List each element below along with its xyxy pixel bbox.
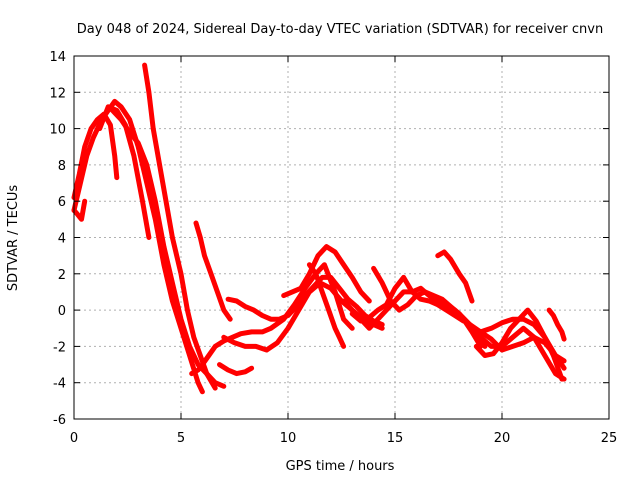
x-tick-label: 20	[494, 431, 511, 446]
series-trace-17	[435, 249, 475, 304]
series-trace-15	[349, 274, 466, 324]
series-trace-2	[71, 111, 120, 201]
y-tick-label: 6	[58, 195, 66, 210]
y-tick-label: 0	[58, 304, 66, 319]
grid-layer	[74, 56, 609, 419]
series-trace-21	[473, 307, 565, 382]
y-tick-label: -4	[53, 377, 66, 392]
x-tick-label: 10	[280, 431, 297, 446]
y-tick-label: 2	[58, 268, 66, 283]
y-tick-label: -6	[53, 413, 66, 428]
y-tick-label: 8	[58, 159, 66, 174]
y-tick-label: 14	[49, 50, 66, 65]
series-trace-6	[142, 62, 218, 391]
series-trace-12	[281, 244, 372, 304]
y-tick-label: 4	[58, 232, 66, 247]
series-trace-10	[225, 274, 385, 328]
series-layer	[71, 62, 567, 395]
series-trace-8	[189, 262, 355, 377]
series-trace-13	[306, 262, 347, 349]
series-trace-22	[546, 307, 567, 342]
y-tick-label: -2	[53, 340, 66, 355]
series-trace-7	[193, 220, 233, 322]
y-tick-label: 10	[49, 123, 66, 138]
series-trace-5	[110, 107, 227, 389]
y-axis-label: SDTVAR / TECUs	[6, 185, 21, 292]
series-trace-3	[71, 198, 88, 222]
chart-title: Day 048 of 2024, Sidereal Day-to-day VTE…	[77, 22, 603, 37]
x-tick-label: 25	[601, 431, 618, 446]
tick-layer: -6 -4 -2 0 2 4 6 8 10 12 14 0 5 10 15 20 25	[49, 50, 617, 446]
series-trace-1	[71, 98, 205, 395]
x-tick-label: 0	[70, 431, 78, 446]
x-tick-label: 5	[177, 431, 185, 446]
y-tick-label: 12	[49, 86, 66, 101]
x-tick-label: 15	[387, 431, 404, 446]
x-axis-label: GPS time / hours	[286, 459, 395, 474]
series-trace-11	[217, 362, 255, 377]
